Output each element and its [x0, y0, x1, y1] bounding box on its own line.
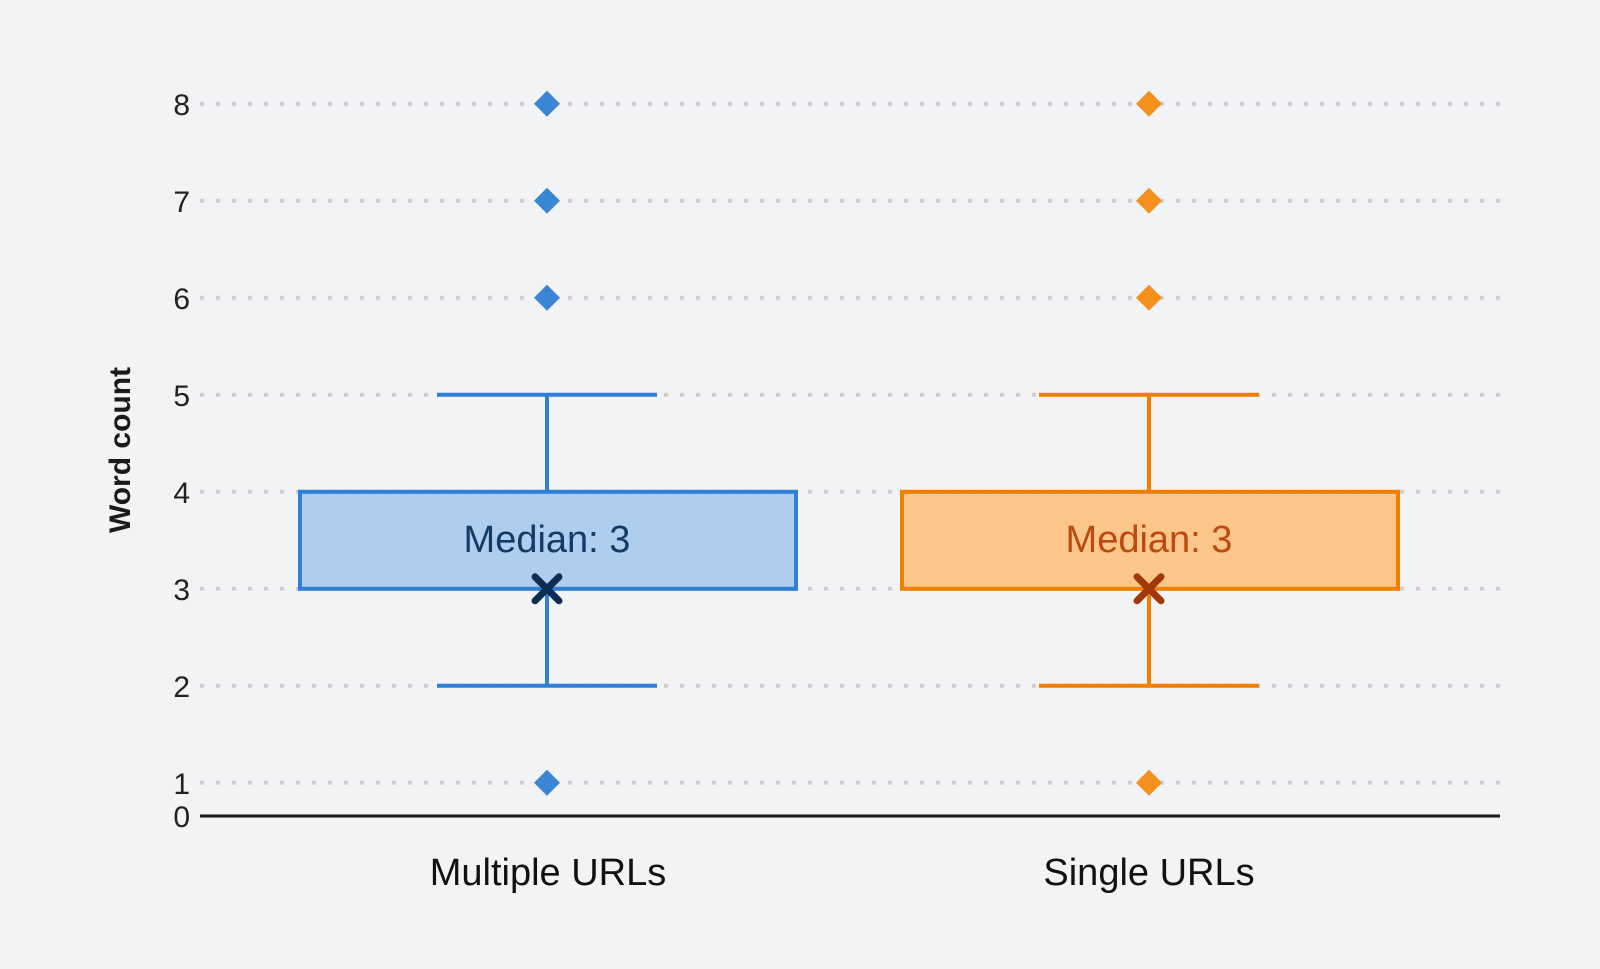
svg-text:Word count: Word count	[104, 367, 137, 533]
svg-text:Single URLs: Single URLs	[1043, 852, 1254, 894]
svg-text:6: 6	[173, 283, 190, 316]
svg-text:Median: 3: Median: 3	[464, 519, 631, 561]
svg-text:2: 2	[173, 671, 190, 704]
svg-text:7: 7	[173, 186, 190, 219]
svg-text:Multiple URLs: Multiple URLs	[430, 852, 667, 894]
svg-text:1: 1	[173, 768, 190, 801]
svg-text:5: 5	[173, 380, 190, 413]
svg-text:3: 3	[173, 574, 190, 607]
svg-text:0: 0	[173, 801, 190, 834]
svg-text:4: 4	[173, 477, 190, 510]
svg-text:8: 8	[173, 89, 190, 122]
svg-text:Median: 3: Median: 3	[1066, 519, 1233, 561]
